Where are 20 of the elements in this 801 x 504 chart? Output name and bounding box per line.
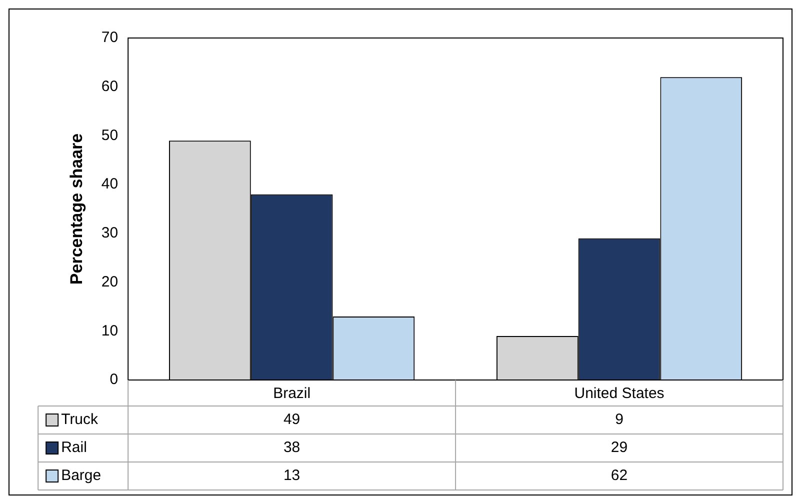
data-label: 29 [610,439,628,456]
y-tick-label: 40 [101,176,118,193]
data-label: 49 [283,411,300,428]
y-tick-label: 30 [101,224,118,242]
legend-label: Barge [61,467,102,484]
y-tick-label: 60 [101,78,118,95]
y-tick-label: 20 [101,273,118,290]
y-axis-title: Percentage shaare [66,133,86,285]
y-tick-label: 50 [101,126,118,144]
x-tick-label: Brazil [273,385,311,402]
data-label: 13 [283,467,300,484]
data-label: 62 [610,467,628,484]
x-tick-label: United States [574,385,664,402]
data-label: 9 [615,411,624,428]
legend-label: Truck [61,411,99,428]
y-tick-label: 10 [101,322,118,340]
data-label: 38 [283,439,300,456]
legend-label: Rail [61,439,87,456]
y-tick-label: 70 [101,29,118,46]
y-tick-label: 0 [110,371,118,388]
